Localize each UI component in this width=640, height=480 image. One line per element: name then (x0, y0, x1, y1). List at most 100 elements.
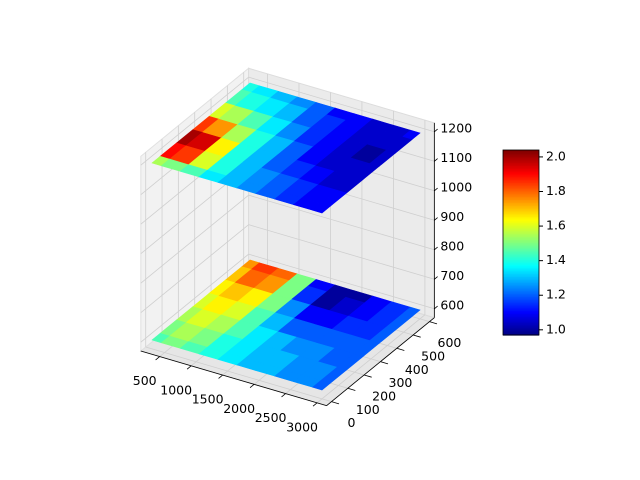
z-tick-label: 800 (440, 238, 464, 253)
colorbar-slice (503, 265, 539, 268)
z-tick-label: 600 (440, 297, 464, 312)
colorbar-slice (503, 261, 539, 264)
z-tick-label: 1100 (440, 150, 472, 165)
colorbar-slice (503, 173, 539, 176)
colorbar-slice (503, 298, 539, 301)
grid-line (140, 194, 249, 284)
colorbar-slice (503, 307, 539, 310)
colorbar-slice (503, 234, 539, 237)
colorbar-slice (503, 271, 539, 274)
colorbar-slice (503, 187, 539, 190)
grid-line (248, 194, 435, 251)
colorbar-slice (503, 321, 539, 324)
colorbar-slice (503, 239, 539, 242)
z-tick-label: 1200 (440, 120, 472, 135)
colorbar-slice (503, 163, 539, 167)
tick-mark (434, 158, 438, 162)
colorbar-slice (503, 253, 539, 256)
colorbar-slice (503, 287, 539, 290)
colorbar-slice (503, 214, 539, 217)
colorbar-slice (503, 290, 539, 293)
colorbar-slice (503, 179, 539, 182)
colorbar-slice (503, 237, 539, 241)
grid-line (145, 346, 332, 403)
colorbar-slice (503, 244, 539, 247)
colorbar-slice (503, 200, 539, 204)
colorbar-slice (503, 257, 539, 261)
x-tick-label: 3000 (286, 419, 318, 434)
colorbar-frame (502, 149, 540, 336)
colorbar-slice (503, 250, 539, 253)
grid-line (140, 253, 249, 343)
tick-mark (434, 128, 438, 133)
colorbar-slice (503, 177, 539, 180)
colorbar-slice (503, 262, 539, 265)
colorbar-slice (503, 180, 539, 183)
colorbar-slice (503, 220, 539, 224)
colorbar-slice (503, 274, 539, 278)
y-axis-line (326, 317, 435, 406)
y-tick-label: 300 (389, 375, 413, 390)
y-tick-label: 0 (347, 415, 355, 430)
colorbar-slice (503, 324, 539, 327)
x-tick-label: 2500 (255, 410, 287, 425)
colorbar-slice (503, 196, 539, 199)
grid-line (140, 76, 249, 166)
colorbar-slice (503, 156, 539, 159)
colorbar-slice (503, 236, 539, 239)
colorbar-slice (503, 191, 539, 194)
colorbar-slice (503, 159, 539, 162)
colorbar-slice (503, 233, 539, 236)
colorbar-slice (503, 157, 539, 160)
colorbar-slice (503, 248, 539, 251)
x-tick-label: 500 (133, 373, 157, 388)
colorbar-slice (503, 165, 539, 168)
colorbar-slice (503, 151, 539, 154)
colorbar-slice (503, 185, 539, 188)
colorbar-slice (503, 322, 539, 325)
grid-line (248, 224, 435, 280)
colorbar-slice (503, 203, 539, 207)
y-tick-label: 400 (405, 362, 429, 377)
colorbar-slice (503, 219, 539, 222)
colorbar-slice (503, 242, 539, 245)
colorbar-slice (503, 217, 539, 220)
tick-mark (218, 374, 223, 379)
y-tick-label: 200 (372, 388, 396, 403)
tick-mark (412, 334, 421, 338)
colorbar-slice (503, 153, 539, 156)
tick-mark (434, 187, 438, 192)
z-tick-label: 1000 (440, 179, 472, 194)
grid-line (248, 76, 435, 133)
colorbar-slice (503, 194, 539, 197)
colorbar-slice (503, 284, 539, 287)
colorbar-slice (503, 188, 539, 191)
z-tick-label: 900 (440, 209, 464, 224)
colorbar-slice (503, 305, 539, 308)
colorbar-slice (503, 304, 539, 307)
colorbar-slice (503, 150, 539, 153)
colorbar-slice (503, 208, 539, 211)
colorbar-slice (503, 247, 539, 250)
colorbar-slice (503, 310, 539, 313)
colorbar-tick-label: 1.0 (546, 321, 566, 336)
tick-mark (434, 276, 438, 280)
colorbar-slice (503, 277, 539, 281)
y-tick-label: 100 (356, 402, 380, 417)
colorbar-slice (503, 170, 539, 173)
colorbar-slice (503, 166, 539, 170)
colorbar-slice (503, 273, 539, 276)
tick-mark (347, 387, 356, 391)
grid-line (140, 224, 249, 313)
tick-mark (312, 402, 318, 407)
colorbar-slice (503, 213, 539, 216)
colorbar-slice (503, 254, 539, 257)
colorbar-slice (503, 256, 539, 259)
surface-cell (311, 380, 331, 391)
colorbar-slice (503, 325, 539, 328)
colorbar-slice (503, 202, 539, 205)
colorbar-slice (503, 270, 539, 273)
colorbar-slice (503, 251, 539, 254)
colorbar-slice (503, 190, 539, 193)
colorbar-slice (503, 193, 539, 196)
